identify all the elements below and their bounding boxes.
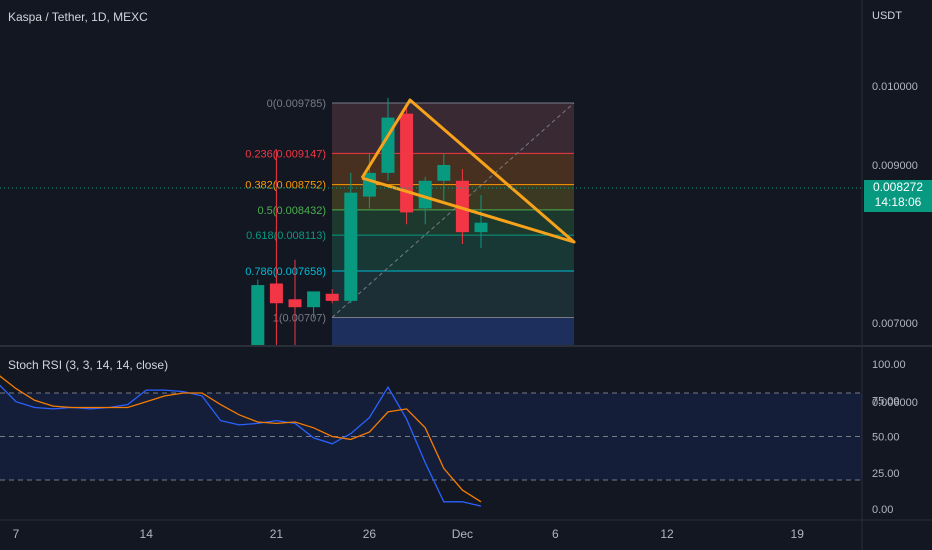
candle-body	[325, 293, 339, 301]
rsi-tick-label: 0.00	[872, 504, 893, 516]
candle	[455, 168, 469, 244]
candle-body	[474, 222, 488, 233]
candle	[400, 105, 414, 225]
price-tick-label: 0.010000	[872, 81, 918, 93]
candle	[288, 259, 302, 345]
rsi-tick-label: 75.00	[872, 395, 900, 407]
fib-zone	[332, 235, 574, 272]
candle-body	[251, 285, 265, 345]
rsi-tick-label: 25.00	[872, 468, 900, 480]
fib-level-label: 0.618(0.008113)	[246, 230, 326, 242]
fib-level-label: 0.786(0.007658)	[245, 266, 326, 278]
candle-countdown: 14:18:06	[874, 195, 922, 209]
stoch-rsi-title: Stoch RSI (3, 3, 14, 14, close)	[8, 358, 169, 372]
fib-zone	[332, 271, 574, 318]
price-tick-label: 0.007000	[872, 318, 918, 330]
chart-title: Kaspa / Tether, 1D, MEXC	[8, 10, 148, 24]
time-tick-label: Dec	[452, 527, 473, 541]
candle-body	[288, 299, 302, 308]
candle-body	[233, 370, 246, 392]
candle	[251, 279, 265, 345]
candle	[269, 149, 283, 345]
time-tick-label: 14	[140, 527, 154, 541]
fib-level-label: 0.382(0.008752)	[245, 180, 326, 192]
candle	[233, 364, 246, 396]
fib-zone	[332, 102, 574, 154]
fib-level-label: 0(0.009785)	[267, 98, 326, 110]
fib-level-label: 0.5(0.008432)	[258, 205, 327, 217]
currency-label: USDT	[872, 10, 902, 22]
rsi-tick-label: 100.00	[872, 359, 906, 371]
price-tick-label: 0.009000	[872, 160, 918, 172]
fib-level-label: 1(0.00707)	[273, 312, 326, 324]
candle-body	[307, 291, 321, 308]
fib-zone	[332, 317, 574, 345]
candle-body	[437, 165, 451, 181]
time-tick-label: 7	[13, 527, 20, 541]
time-tick-label: 26	[363, 527, 377, 541]
candle-body	[269, 283, 283, 304]
price-pane: 0(0.009785) 0.236(0.009147) 0.382(0.008752…	[214, 97, 576, 396]
candle	[474, 195, 488, 248]
last-price-tag: 0.008272 14:18:06	[864, 180, 932, 212]
price-tick-label: 0.006000	[872, 397, 918, 409]
candle-body	[400, 113, 414, 213]
fib-level-label: 0.236(0.009147)	[245, 148, 326, 160]
time-tick-label: 21	[270, 527, 284, 541]
triangle-pattern	[360, 98, 576, 244]
time-tick-label: 12	[660, 527, 674, 541]
candle-body	[455, 180, 469, 233]
rsi-band-fill	[0, 393, 862, 480]
stoch-k-line	[0, 384, 482, 507]
time-tick-label: 19	[791, 527, 805, 541]
candle	[437, 153, 451, 201]
candle-body	[344, 192, 358, 301]
rsi-tick-label: 50.00	[872, 432, 900, 444]
candle	[307, 291, 321, 319]
candle	[344, 172, 358, 304]
candle-body	[214, 370, 227, 390]
fib-trend-line	[331, 102, 575, 318]
time-tick-label: 6	[552, 527, 559, 541]
stoch-d-line	[0, 375, 482, 503]
candle	[325, 289, 339, 304]
last-price: 0.008272	[872, 180, 924, 194]
candle-body	[362, 172, 376, 197]
